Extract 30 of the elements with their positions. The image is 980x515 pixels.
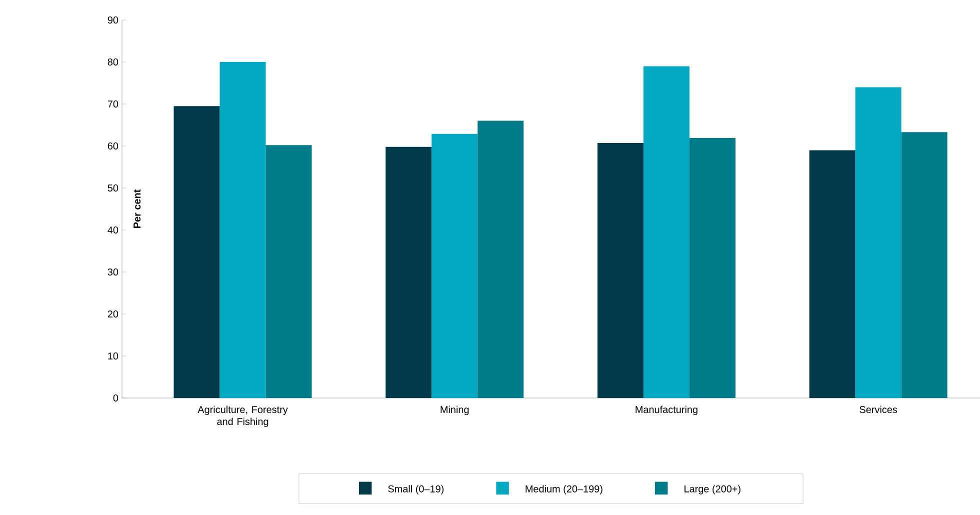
y-tick-label: 40 (108, 226, 118, 234)
bar (643, 66, 690, 398)
bar (597, 143, 644, 398)
y-tick-label: 60 (108, 142, 118, 150)
x-tick-label: Agriculture, Forestry and Fishing (198, 406, 288, 428)
y-tick-label: 20 (108, 310, 118, 318)
legend-label: Large (200+) (684, 485, 740, 494)
y-tick-label: 50 (108, 184, 118, 192)
bar (689, 138, 736, 398)
y-tick-label: 70 (108, 100, 118, 108)
y-tick-label: 80 (108, 58, 118, 66)
bar (432, 134, 478, 398)
y-axis-title: Per cent (134, 189, 141, 228)
x-tick-label: Services (860, 406, 898, 414)
y-tick-label: 0 (113, 394, 118, 402)
legend-label: Small (0–19) (388, 485, 444, 494)
bar (901, 132, 948, 398)
bar (220, 62, 266, 398)
x-tick-label: Mining (440, 406, 469, 416)
bar (174, 106, 220, 398)
x-tick-label: Manufacturing (636, 406, 698, 416)
y-tick-label: 10 (108, 352, 118, 360)
bar (266, 145, 312, 398)
bar (478, 120, 524, 398)
legend-label: Medium (20–199) (526, 485, 602, 494)
y-tick-label: 90 (108, 16, 118, 24)
bar (855, 87, 902, 398)
bar (809, 150, 856, 398)
bar (386, 146, 432, 398)
y-tick-label: 30 (108, 268, 118, 276)
